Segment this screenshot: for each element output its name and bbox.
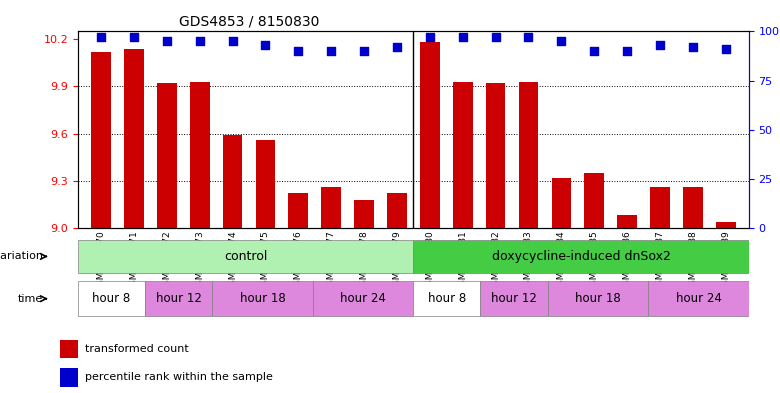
Bar [651,187,670,393]
FancyBboxPatch shape [548,281,648,316]
Point [193,38,206,44]
FancyBboxPatch shape [413,240,749,273]
Bar [716,222,736,393]
Point [456,34,469,40]
Text: hour 12: hour 12 [491,292,537,305]
FancyBboxPatch shape [313,281,413,316]
Bar [584,173,604,393]
Point [325,48,338,54]
Point [358,48,370,54]
Point [226,38,239,44]
FancyBboxPatch shape [413,281,480,316]
FancyBboxPatch shape [212,281,313,316]
Text: time: time [18,294,43,304]
Text: hour 18: hour 18 [575,292,621,305]
Text: hour 8: hour 8 [92,292,131,305]
Bar [519,82,538,393]
Point [95,34,108,40]
Bar [91,52,111,393]
FancyBboxPatch shape [78,240,413,273]
Bar [256,140,275,393]
Bar [124,49,144,393]
Text: genotype/variation: genotype/variation [0,252,43,261]
Bar [157,83,176,393]
Bar [486,83,505,393]
Point [719,46,732,52]
Bar [551,178,571,393]
FancyBboxPatch shape [145,281,212,316]
Point [489,34,502,40]
Bar [453,82,473,393]
Bar [60,368,78,387]
Text: transformed count: transformed count [84,344,189,354]
Bar [289,193,308,393]
Text: percentile rank within the sample: percentile rank within the sample [84,372,272,382]
Bar [683,187,703,393]
Bar [617,215,637,393]
Point [621,48,633,54]
Bar [60,340,78,358]
Point [654,42,666,48]
Text: hour 24: hour 24 [340,292,386,305]
Point [686,44,699,50]
FancyBboxPatch shape [78,281,145,316]
Text: hour 8: hour 8 [427,292,466,305]
FancyBboxPatch shape [480,281,548,316]
Text: hour 18: hour 18 [239,292,285,305]
Point [292,48,304,54]
Bar [354,200,374,393]
Bar [420,42,440,393]
Point [161,38,173,44]
Bar [321,187,341,393]
Text: control: control [224,250,268,263]
Bar [387,193,407,393]
Bar [190,82,210,393]
Text: doxycycline-induced dnSox2: doxycycline-induced dnSox2 [491,250,671,263]
Point [259,42,271,48]
Point [523,34,535,40]
Text: GDS4853 / 8150830: GDS4853 / 8150830 [179,15,319,29]
Bar [222,135,243,393]
Point [588,48,601,54]
Text: hour 12: hour 12 [156,292,201,305]
Point [128,34,140,40]
Point [555,38,568,44]
Text: hour 24: hour 24 [675,292,722,305]
Point [424,34,436,40]
FancyBboxPatch shape [648,281,749,316]
Point [391,44,403,50]
